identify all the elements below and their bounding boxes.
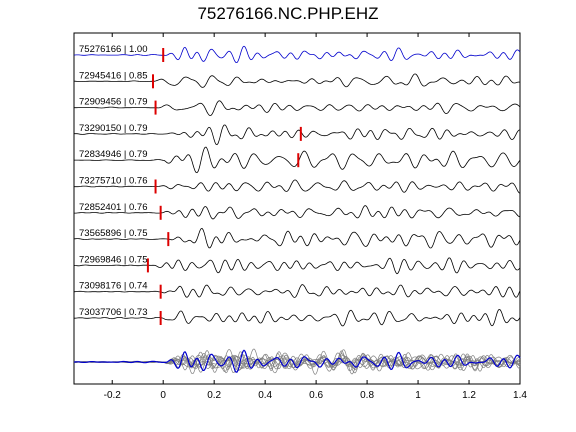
x-tick-label: 0.6 [309,390,323,401]
trace-label: 72969846 | 0.75 [79,254,148,265]
trace-line [74,124,521,146]
trace-label: 73275710 | 0.76 [79,176,148,187]
trace-line [73,73,521,88]
trace-line [73,284,521,298]
trace-label: 72834946 | 0.79 [79,149,148,160]
trace-line [74,205,521,220]
trace-label: 72945416 | 0.85 [79,70,148,81]
trace-label: 73098176 | 0.74 [79,281,148,292]
trace-label: 73037706 | 0.73 [79,307,148,318]
trace-label: 72852401 | 0.76 [79,202,148,213]
x-tick-label: 0 [160,390,166,401]
trace-label: 72909456 | 0.79 [79,97,148,108]
x-tick-label: 1.2 [462,390,476,401]
trace-line [73,146,521,174]
trace-label: 75276166 | 1.00 [79,44,148,55]
traces-group [73,45,521,327]
chart-title: 75276166.NC.PHP.EHZ [197,4,379,23]
stack-reference-trace [73,349,521,373]
x-tick-label: 0.8 [360,390,374,401]
trace-label: 73290150 | 0.79 [79,123,148,134]
trace-labels: 75276166 | 1.00 72945416 | 0.85 72909456 |… [79,44,148,318]
x-tick-label: 1 [415,390,421,401]
trace-label: 73565896 | 0.75 [79,228,148,239]
x-tick-label: 0.4 [258,390,272,401]
trace-line [73,45,521,63]
trace-line [74,100,521,117]
plot-area [73,32,521,385]
trace-line [74,308,521,327]
pick-markers [146,48,302,325]
x-tick-label: 1.4 [513,390,527,401]
x-axis: -0.2 0 0.2 0.4 0.6 0.8 1 1.2 1.4 [104,33,527,401]
trace-line [74,179,521,194]
x-tick-label: -0.2 [104,390,122,401]
stacked-overlay [73,348,521,375]
trace-line [73,227,521,249]
x-tick-label: 0.2 [207,390,221,401]
